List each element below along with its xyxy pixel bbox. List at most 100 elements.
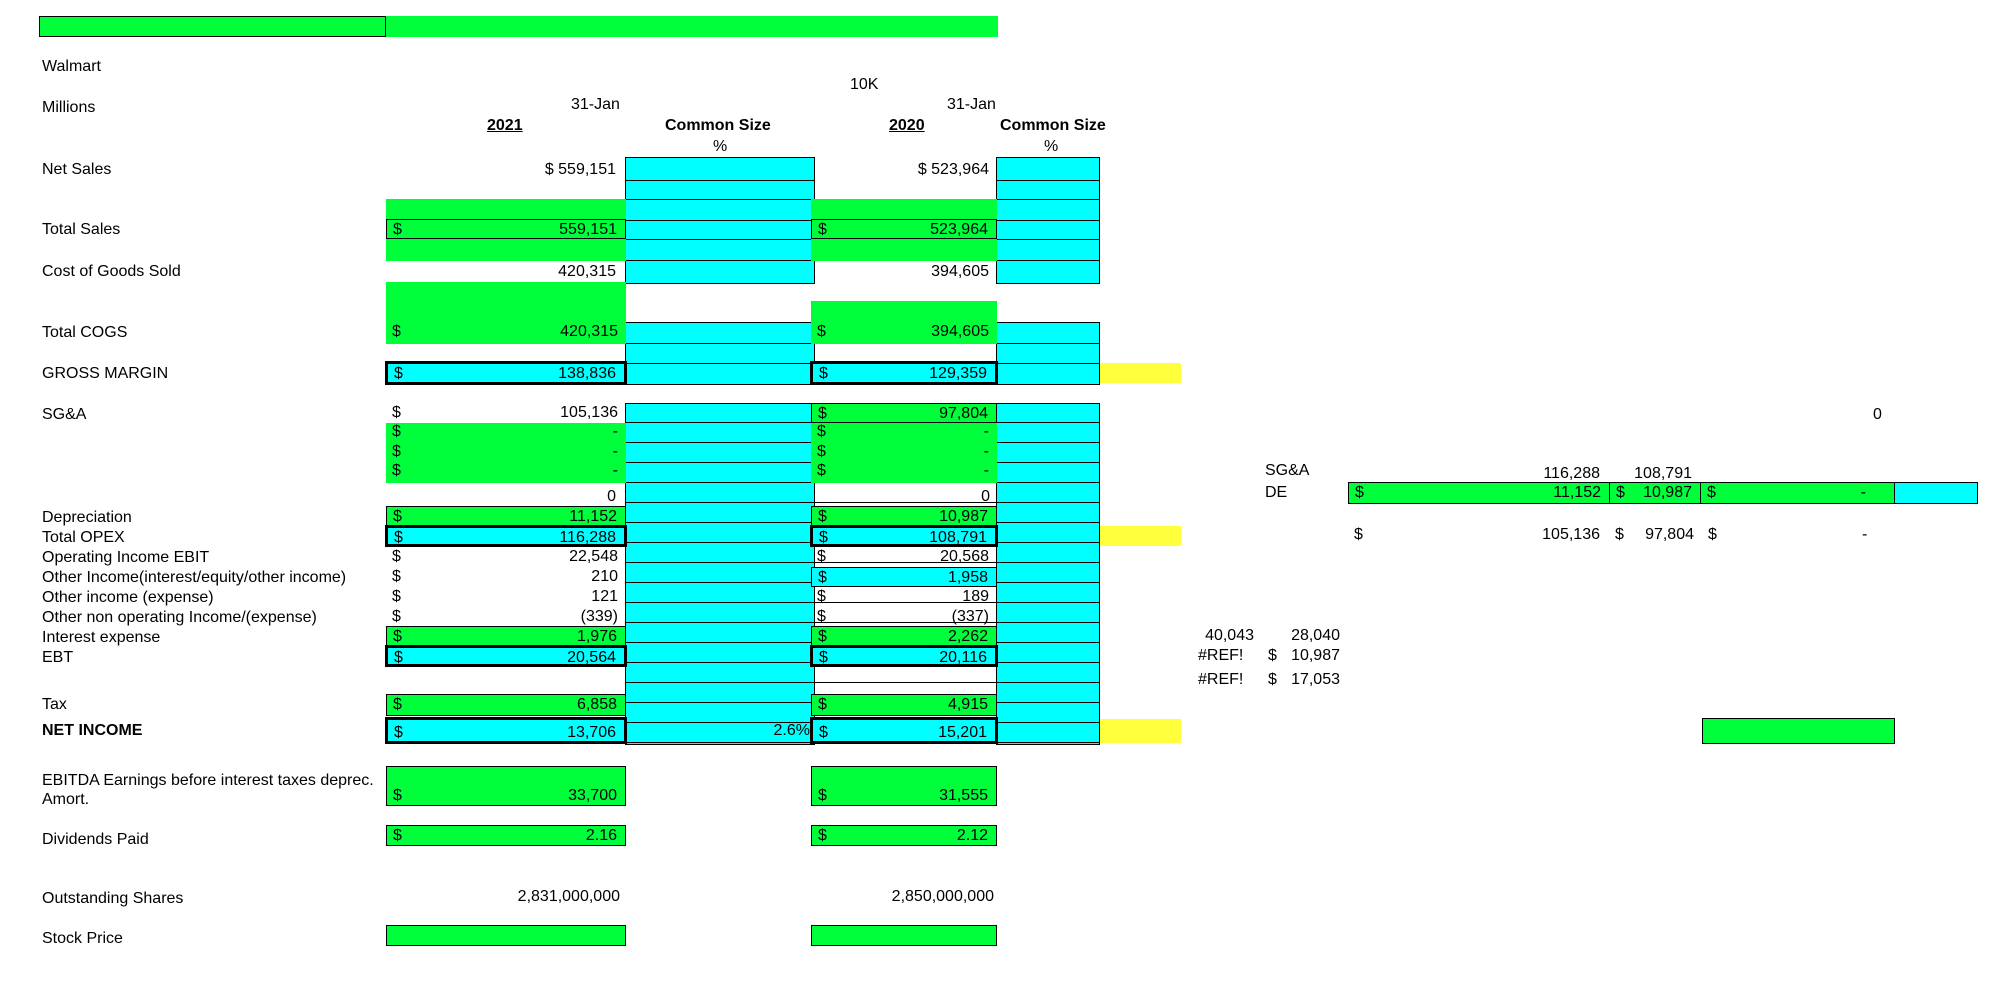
header-bar-left[interactable] bbox=[39, 16, 386, 37]
v2021-net-sales[interactable]: $ 559,151 bbox=[544, 161, 616, 178]
value: 20,564 bbox=[567, 649, 616, 666]
v2020-total-sales[interactable]: $ 523,964 bbox=[811, 219, 997, 239]
cs-2021-r2[interactable] bbox=[625, 180, 815, 200]
side-opex-v3[interactable]: - bbox=[1862, 526, 1868, 543]
cs-2020-cogs[interactable] bbox=[996, 260, 1100, 284]
v2021-gross-margin[interactable]: $ 138,836 bbox=[385, 361, 627, 385]
v2020-other-nonop[interactable]: $ (337) bbox=[811, 607, 997, 627]
dollar-sign: $ bbox=[393, 696, 402, 713]
value: 22,548 bbox=[569, 548, 618, 565]
v2021-total-opex[interactable]: $ 116,288 bbox=[385, 525, 627, 547]
dollar-sign: $ bbox=[818, 405, 827, 422]
v2021-tax[interactable]: $ 6,858 bbox=[386, 694, 626, 716]
v2021-interest-expense[interactable]: $ 1,976 bbox=[386, 626, 626, 646]
v2020-operating-income[interactable]: $ 20,568 bbox=[811, 547, 997, 567]
side-sga-v1[interactable]: 116,288 bbox=[1543, 465, 1600, 482]
cs-2020-r2[interactable] bbox=[996, 180, 1100, 200]
cs-2020-r8[interactable] bbox=[996, 343, 1100, 364]
cs2021-net-income[interactable]: 2.6% bbox=[773, 722, 810, 739]
v2020-ebitda[interactable]: $ 31,555 bbox=[811, 766, 997, 806]
v2021-operating-income[interactable]: $ 22,548 bbox=[386, 547, 626, 567]
dollar-sign: $ bbox=[392, 404, 401, 421]
side-ref2[interactable]: #REF! bbox=[1198, 671, 1244, 688]
cs-2021-r5[interactable] bbox=[625, 239, 815, 261]
v2021-dividends[interactable]: $ 2.16 bbox=[386, 825, 626, 846]
cs-2021-gross[interactable] bbox=[625, 363, 815, 385]
side-ref2-val[interactable]: 17,053 bbox=[1291, 671, 1340, 688]
v2021-depreciation[interactable]: $ 11,152 bbox=[386, 506, 626, 526]
value: (337) bbox=[951, 608, 989, 625]
cs-2021-cogs[interactable] bbox=[625, 260, 815, 284]
side-de-cell-1[interactable]: $ 11,152 bbox=[1348, 482, 1610, 504]
cs-2021-r8[interactable] bbox=[625, 343, 815, 364]
v2020-gross-margin[interactable]: $ 129,359 bbox=[810, 361, 998, 385]
v2020-blank-3[interactable]: $ - bbox=[811, 461, 997, 481]
side-n1[interactable]: 40,043 bbox=[1205, 627, 1254, 644]
dollar-sign: $ bbox=[392, 588, 401, 605]
v2020-zero[interactable]: 0 bbox=[981, 488, 990, 505]
v2021-shares[interactable]: 2,831,000,000 bbox=[517, 888, 620, 905]
v2020-dividends[interactable]: $ 2.12 bbox=[811, 825, 997, 846]
green-cogs-band-2021 bbox=[386, 282, 626, 344]
cs-2021-sga-block[interactable] bbox=[625, 403, 815, 745]
cs-2020-r3[interactable] bbox=[996, 199, 1100, 221]
v2021-ebitda[interactable]: $ 33,700 bbox=[386, 766, 626, 806]
v2020-sga[interactable]: $ 97,804 bbox=[811, 403, 997, 423]
v2021-ebt[interactable]: $ 20,564 bbox=[385, 645, 627, 667]
v2020-depreciation[interactable]: $ 10,987 bbox=[811, 506, 997, 526]
v2021-other-nonop[interactable]: $ (339) bbox=[386, 607, 626, 627]
side-opex-v1[interactable]: 105,136 bbox=[1542, 526, 1600, 543]
v2020-total-cogs[interactable]: $ 394,605 bbox=[811, 322, 997, 342]
v2020-other-income-ie[interactable]: $ 1,958 bbox=[811, 567, 997, 587]
v2020-ebt[interactable]: $ 20,116 bbox=[810, 645, 998, 667]
cs-2020-total-sales[interactable] bbox=[996, 220, 1100, 240]
v2021-blank-3[interactable]: $ - bbox=[386, 461, 626, 481]
dollar-sign: $ bbox=[817, 548, 826, 565]
v2020-blank-1[interactable]: $ - bbox=[811, 422, 997, 442]
side-de-cell-2[interactable]: $ 10,987 bbox=[1609, 482, 1701, 504]
cs-2021-total-cogs[interactable] bbox=[625, 322, 815, 344]
side-net-income-cell[interactable] bbox=[1702, 718, 1895, 744]
cs-2020-gross[interactable] bbox=[996, 363, 1100, 385]
v2020-tax[interactable]: $ 4,915 bbox=[811, 694, 997, 716]
v2020-other-income-exp[interactable]: $ 189 bbox=[811, 587, 997, 607]
dollar-sign: $ bbox=[393, 827, 402, 844]
cs-2021-r3[interactable] bbox=[625, 199, 815, 221]
v2020-shares[interactable]: 2,850,000,000 bbox=[891, 888, 994, 905]
header-bar-right bbox=[386, 16, 998, 37]
side-de-cell-3[interactable]: $ - bbox=[1700, 482, 1895, 504]
green-cogs-band-2020 bbox=[811, 301, 997, 344]
v2020-stock-price[interactable] bbox=[811, 925, 997, 946]
side-ref1[interactable]: #REF! bbox=[1198, 647, 1244, 664]
v2021-blank-1[interactable]: $ - bbox=[386, 422, 626, 442]
v2021-blank-2[interactable]: $ - bbox=[386, 442, 626, 462]
v2020-cogs[interactable]: 394,605 bbox=[931, 263, 989, 280]
v2021-stock-price[interactable] bbox=[386, 925, 626, 946]
v2021-other-income-exp[interactable]: $ 121 bbox=[386, 587, 626, 607]
cs-2020-r5[interactable] bbox=[996, 239, 1100, 261]
side-n2[interactable]: 28,040 bbox=[1291, 627, 1340, 644]
v2020-net-income[interactable]: $ 15,201 bbox=[810, 717, 998, 744]
cs-2020-sga-block[interactable] bbox=[996, 403, 1100, 745]
cs-2021-net-sales[interactable] bbox=[625, 157, 815, 181]
side-sga-v2[interactable]: 108,791 bbox=[1634, 465, 1692, 482]
side-opex-v2[interactable]: 97,804 bbox=[1645, 526, 1694, 543]
v2020-interest-expense[interactable]: $ 2,262 bbox=[811, 626, 997, 646]
v2021-other-income-ie[interactable]: $ 210 bbox=[386, 567, 626, 587]
v2021-zero[interactable]: 0 bbox=[607, 488, 616, 505]
v2021-sga[interactable]: $ 105,136 bbox=[386, 403, 626, 423]
v2020-net-sales[interactable]: $ 523,964 bbox=[917, 161, 989, 178]
v2021-total-sales[interactable]: $ 559,151 bbox=[386, 219, 626, 239]
v2021-cogs[interactable]: 420,315 bbox=[558, 263, 616, 280]
side-de-cell-4[interactable] bbox=[1894, 482, 1978, 504]
v2021-total-cogs[interactable]: $ 420,315 bbox=[386, 322, 626, 342]
v2020-total-opex[interactable]: $ 108,791 bbox=[810, 525, 998, 547]
cs-2020-total-cogs[interactable] bbox=[996, 322, 1100, 344]
v2020-blank-2[interactable]: $ - bbox=[811, 442, 997, 462]
v2021-net-income[interactable]: $ 13,706 bbox=[385, 717, 627, 744]
cs-2020-net-sales[interactable] bbox=[996, 157, 1100, 181]
cs-2021-total-sales[interactable] bbox=[625, 220, 815, 240]
side-zero[interactable]: 0 bbox=[1873, 406, 1882, 423]
side-ref1-val[interactable]: 10,987 bbox=[1291, 647, 1340, 664]
green-sga-band-2021 bbox=[386, 423, 626, 483]
